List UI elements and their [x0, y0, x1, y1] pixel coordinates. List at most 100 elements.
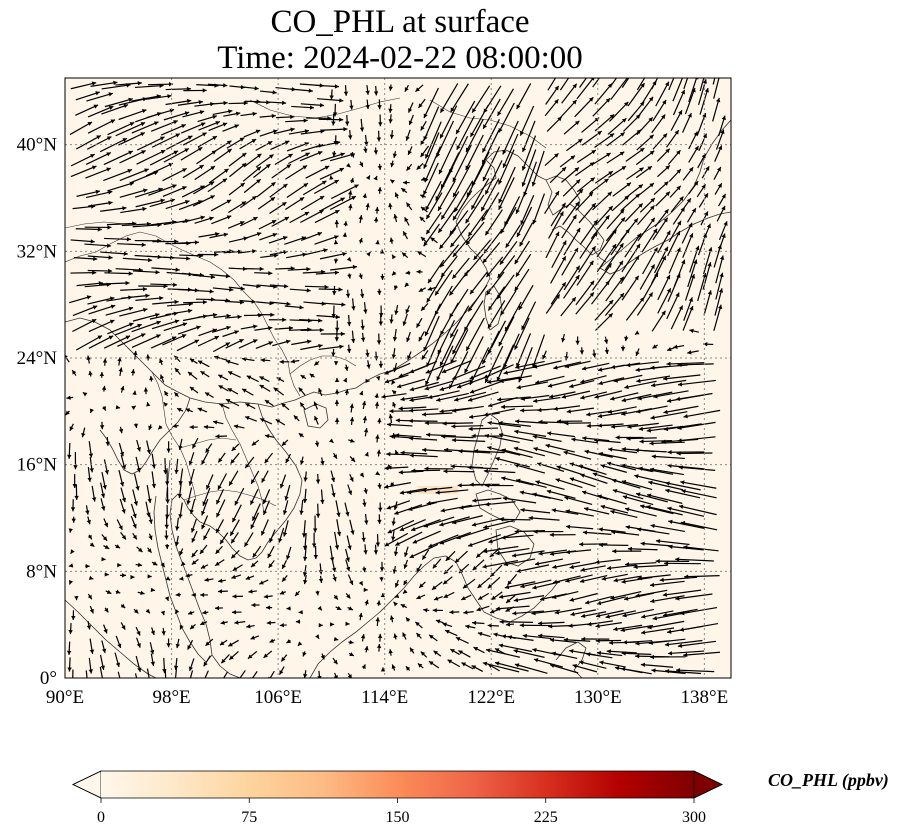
- wind-vector: [610, 590, 642, 600]
- wind-vector: [566, 138, 583, 152]
- wind-vector: [449, 223, 471, 248]
- wind-vector: [591, 152, 611, 166]
- wind-vector: [419, 194, 426, 199]
- wind-vector: [317, 605, 323, 611]
- wind-vector: [257, 312, 275, 318]
- wind-vector: [331, 348, 336, 357]
- wind-vector: [334, 320, 340, 332]
- wind-vector: [522, 633, 552, 640]
- wind-vector: [386, 451, 410, 457]
- wind-vector: [635, 348, 640, 357]
- wind-vector: [117, 671, 121, 678]
- colorbar: 0 75 150 225 300: [72, 770, 723, 826]
- wind-vector: [259, 384, 271, 392]
- wind-vector: [348, 203, 353, 211]
- wind-vector: [350, 151, 355, 158]
- wind-vector: [621, 651, 652, 656]
- wind-vector: [150, 282, 178, 288]
- wind-vector: [394, 593, 400, 598]
- wind-vector: [314, 209, 340, 224]
- wind-vector: [70, 239, 95, 244]
- wind-vector: [444, 629, 458, 637]
- wind-vector: [683, 78, 689, 90]
- wind-vector: [670, 305, 684, 330]
- wind-vector: [130, 574, 135, 580]
- wind-vector: [313, 546, 318, 560]
- wind-vector: [182, 132, 207, 146]
- wind-vector: [455, 100, 476, 135]
- wind-vector: [549, 637, 577, 643]
- wind-vector: [75, 91, 100, 101]
- wind-vector: [218, 403, 230, 409]
- wind-vector: [636, 78, 646, 91]
- wind-vector: [414, 621, 423, 629]
- wind-vector: [228, 286, 245, 291]
- wind-vector: [102, 358, 108, 366]
- wind-vector: [551, 651, 578, 660]
- wind-vector: [366, 251, 371, 257]
- wind-vector: [234, 620, 246, 625]
- wind-vector: [241, 388, 254, 396]
- wind-vector: [408, 418, 438, 424]
- wind-vector: [137, 136, 165, 151]
- wind-vector: [581, 362, 610, 371]
- wind-vector: [686, 207, 697, 223]
- wind-vector: [485, 648, 520, 658]
- wind-vector: [377, 418, 382, 424]
- wind-vector: [392, 566, 397, 574]
- wind-vector: [549, 532, 576, 538]
- wind-vector: [303, 471, 308, 482]
- wind-vector: [465, 194, 485, 224]
- wind-vector: [185, 573, 193, 578]
- wind-vector: [406, 163, 413, 171]
- wind-vector: [417, 250, 427, 258]
- wind-vector: [452, 144, 472, 183]
- wind-vector: [345, 289, 351, 298]
- wind-vector: [542, 350, 547, 360]
- wind-vector: [176, 339, 200, 352]
- wind-vector: [334, 361, 339, 366]
- wind-vector: [100, 482, 106, 498]
- wind-vector: [289, 211, 310, 224]
- wind-vector: [298, 609, 303, 615]
- wind-vector: [268, 317, 287, 322]
- wind-vector: [130, 503, 137, 519]
- wind-vector: [114, 323, 142, 336]
- wind-vector: [608, 165, 627, 178]
- wind-vector: [668, 220, 682, 243]
- wind-vector: [656, 148, 671, 162]
- wind-vector: [118, 109, 147, 121]
- wind-vector: [165, 504, 170, 519]
- wind-vector: [636, 375, 671, 383]
- wind-vector: [563, 274, 580, 299]
- wind-vector: [137, 590, 145, 596]
- wind-vector: [431, 581, 443, 591]
- wind-vector: [358, 237, 363, 244]
- wind-vector: [99, 137, 128, 153]
- wind-vector: [564, 495, 593, 506]
- wind-vector: [68, 623, 73, 635]
- wind-vector: [189, 358, 198, 364]
- wind-vector: [239, 195, 257, 209]
- wind-vector: [551, 508, 579, 515]
- wind-vector: [579, 347, 585, 355]
- wind-vector: [191, 437, 199, 449]
- wind-vector: [215, 545, 223, 555]
- wind-vector: [550, 202, 566, 227]
- colorbar-tick-label: 75: [241, 809, 257, 826]
- wind-vector: [151, 561, 158, 566]
- wind-vector: [318, 575, 324, 583]
- wind-vector: [664, 639, 703, 647]
- wind-vector: [190, 518, 197, 533]
- wind-vector: [243, 178, 262, 194]
- wind-vector: [566, 407, 594, 414]
- wind-vector: [349, 177, 355, 184]
- wind-vector: [531, 334, 545, 369]
- wind-vector: [262, 489, 271, 505]
- coastline-borneo: [309, 555, 559, 678]
- wind-vector: [101, 406, 107, 411]
- wind-vector: [423, 87, 439, 119]
- wind-vector: [451, 424, 484, 429]
- wind-vector: [177, 325, 201, 335]
- wind-vector: [203, 424, 215, 430]
